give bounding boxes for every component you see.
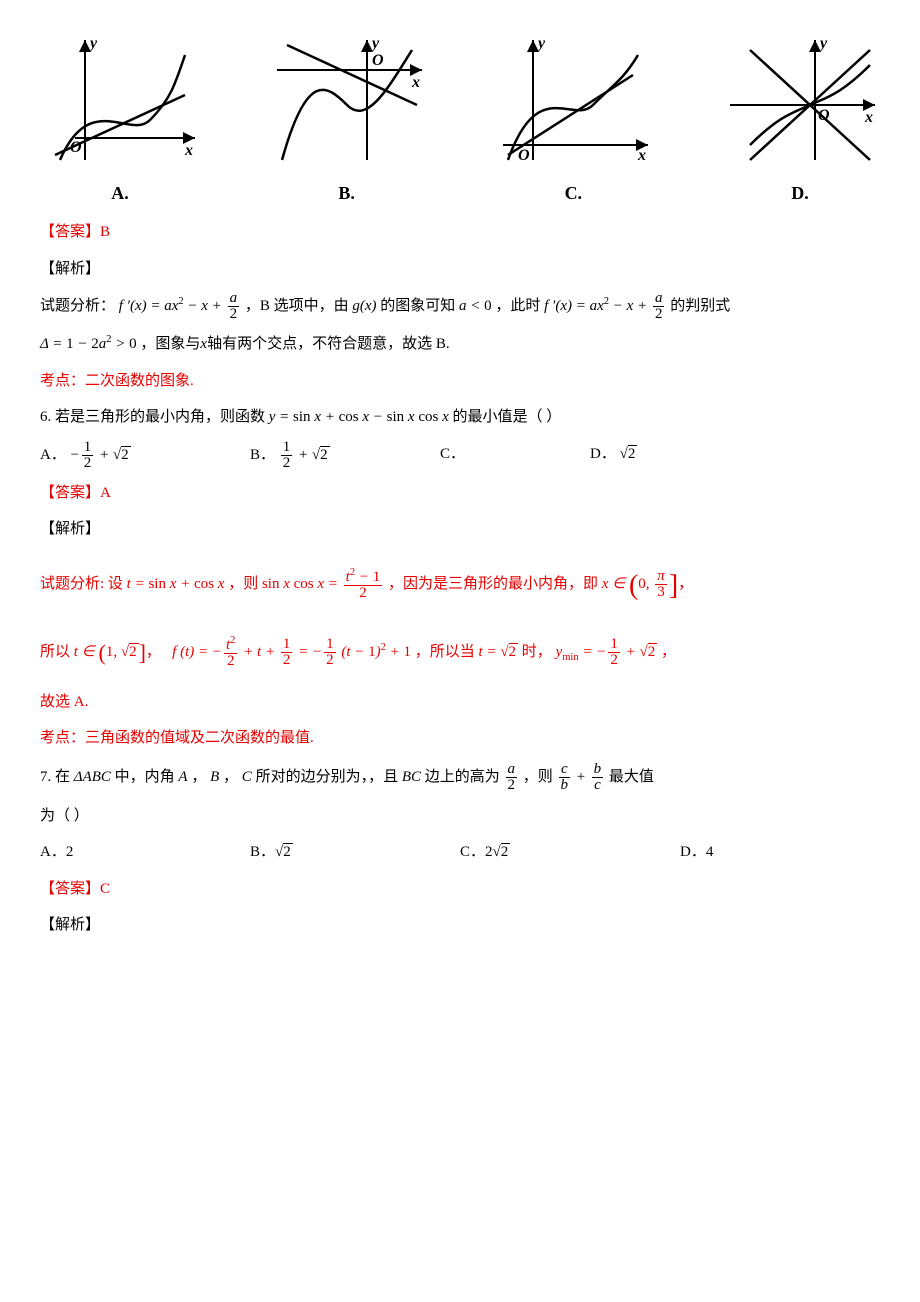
analysis-5-line1: 试题分析： f ′(x) = ax2 − x + a2 ，B 选项中，由 g(x… bbox=[40, 291, 880, 322]
analysis-6-line1: 试题分析: 设 t = sin x + cos x ，则 sin x cos x… bbox=[40, 552, 880, 619]
graph-d-svg: y x O bbox=[720, 30, 880, 170]
svg-text:O: O bbox=[518, 147, 530, 164]
graph-b: y x O B. bbox=[267, 30, 427, 210]
answer-6: 【答案】A bbox=[40, 479, 880, 508]
graph-a-label: A. bbox=[111, 176, 129, 210]
jiexi-6: 【解析】 bbox=[40, 515, 880, 544]
q7-stem-line1: 7. 在 ΔABC 中，内角 A ， B ， C 所对的边分别为，，且 BC 边… bbox=[40, 761, 880, 794]
jiexi-7: 【解析】 bbox=[40, 911, 880, 940]
graph-c: y x O C. bbox=[493, 30, 653, 210]
graph-b-svg: y x O bbox=[267, 30, 427, 170]
answer-5: 【答案】B bbox=[40, 218, 880, 247]
graph-c-svg: y x O bbox=[493, 30, 653, 170]
q7-opt-b: B．√2 bbox=[250, 838, 460, 867]
q6-opt-a: A． −12 + √2 bbox=[40, 440, 250, 471]
analysis-5-line2: Δ = 1 − 2a2 > 0 ，图象与x轴有两个交点，不符合题意，故选 B. bbox=[40, 330, 880, 359]
analysis-6-line3: 故选 A. bbox=[40, 688, 880, 717]
svg-text:x: x bbox=[411, 74, 420, 91]
graph-d: y x O D. bbox=[720, 30, 880, 210]
q7-stem-line2: 为（ ） bbox=[40, 802, 880, 831]
graph-a: y x O A. bbox=[40, 30, 200, 210]
fprime-expr: f ′(x) = ax2 − x + bbox=[119, 298, 226, 314]
svg-text:y: y bbox=[818, 35, 828, 52]
svg-text:y: y bbox=[370, 35, 380, 52]
graph-row: y x O A. y x O B. y x O bbox=[40, 30, 880, 210]
q7-opt-d: D．4 bbox=[680, 838, 713, 867]
x-label: x bbox=[184, 142, 193, 159]
jiexi-5: 【解析】 bbox=[40, 255, 880, 284]
q6-stem: 6. 若是三角形的最小内角，则函数 y = sin x + cos x − si… bbox=[40, 403, 880, 432]
q7-opt-c: C．2√2 bbox=[460, 838, 680, 867]
answer-7: 【答案】C bbox=[40, 875, 880, 904]
kaodian-6: 考点：三角函数的值域及二次函数的最值. bbox=[40, 724, 880, 753]
graph-a-svg: y x O bbox=[40, 30, 200, 170]
svg-text:O: O bbox=[372, 52, 384, 69]
analysis-6-line2: 所以 t ∈ (1, √2]， f (t) = −t22 + t + 12 = … bbox=[40, 627, 880, 680]
kaodian-5: 考点：二次函数的图象. bbox=[40, 367, 880, 396]
y-label: y bbox=[88, 35, 98, 52]
q6-opt-d: D． √2 bbox=[590, 440, 637, 471]
q7-opt-a: A．2 bbox=[40, 838, 250, 867]
q6-opt-c: C． bbox=[440, 440, 590, 471]
svg-text:y: y bbox=[536, 35, 546, 52]
svg-text:x: x bbox=[637, 147, 646, 164]
q6-options: A． −12 + √2 B． 12 + √2 C． D． √2 bbox=[40, 440, 880, 471]
q6-opt-b: B． 12 + √2 bbox=[250, 440, 440, 471]
graph-b-label: B. bbox=[338, 176, 355, 210]
svg-text:x: x bbox=[864, 109, 873, 126]
graph-d-label: D. bbox=[791, 176, 809, 210]
q7-options: A．2 B．√2 C．2√2 D．4 bbox=[40, 838, 880, 867]
graph-c-label: C. bbox=[565, 176, 583, 210]
